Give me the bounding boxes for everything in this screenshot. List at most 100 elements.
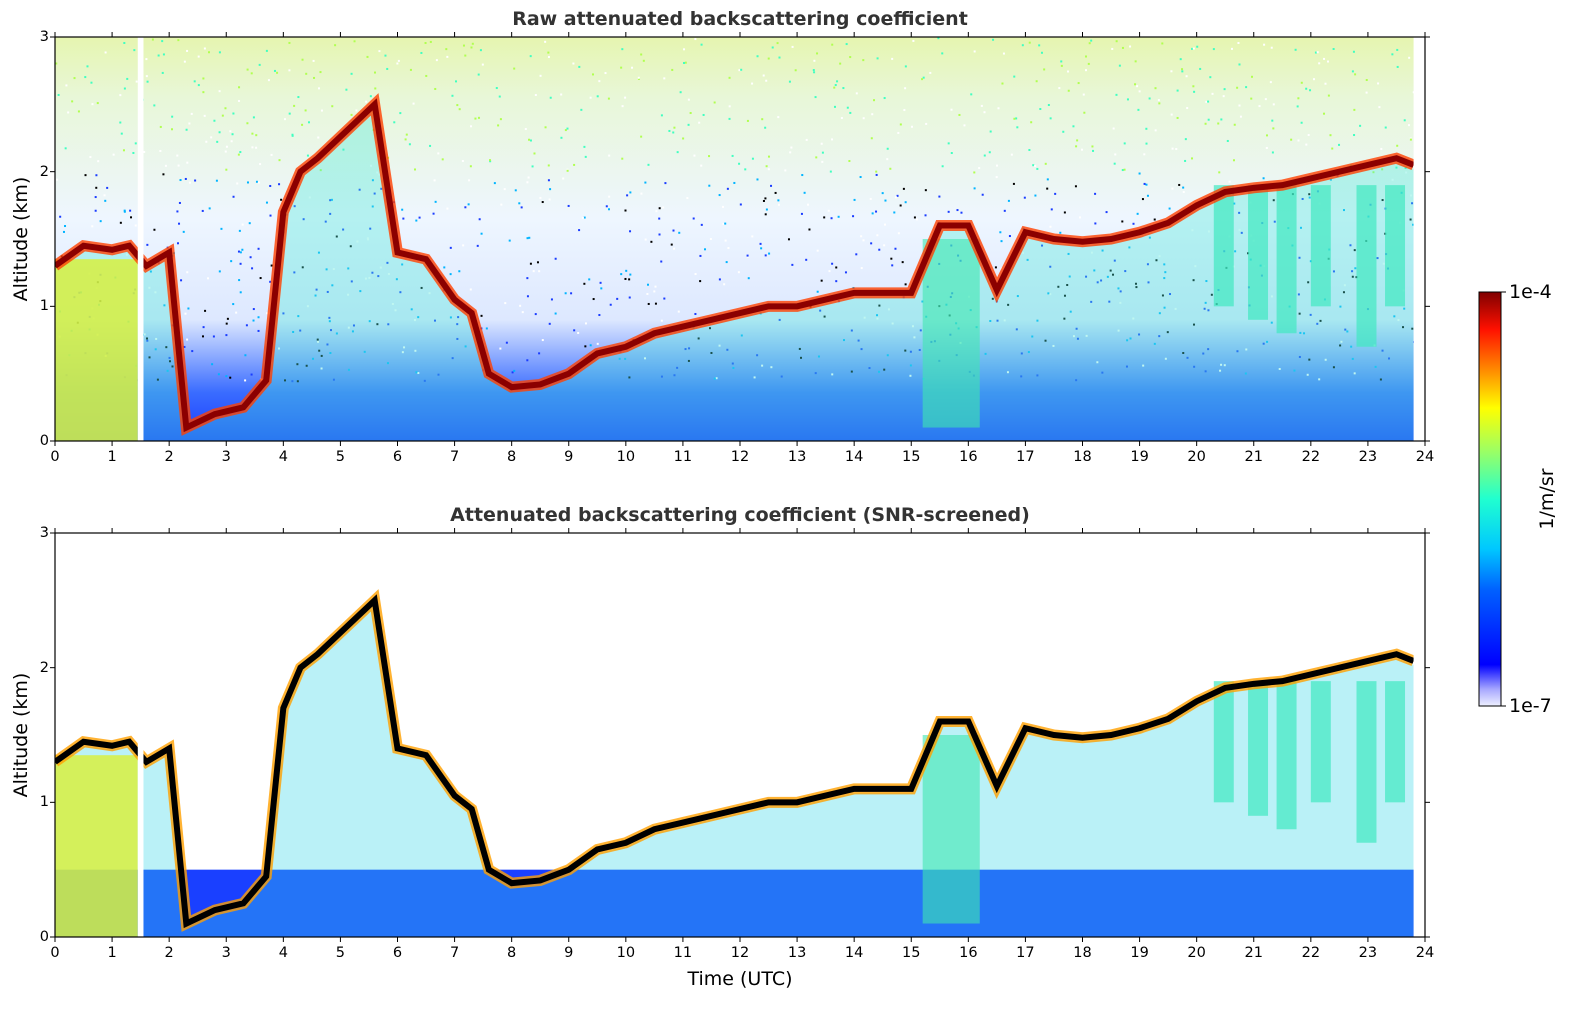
noise-speckle [1000, 240, 1003, 243]
fall-streak [1213, 681, 1234, 803]
noise-speckle [265, 201, 268, 204]
noise-speckle [756, 354, 759, 357]
noise-speckle [292, 330, 295, 333]
noise-speckle [405, 133, 408, 136]
noise-speckle [989, 319, 992, 322]
noise-speckle [1192, 47, 1195, 50]
noise-speckle [468, 179, 471, 182]
noise-speckle [456, 104, 459, 107]
noise-speckle [130, 216, 133, 219]
noise-speckle [1176, 116, 1179, 119]
noise-speckle [1185, 75, 1188, 78]
noise-speckle [875, 173, 878, 176]
noise-speckle [1068, 275, 1071, 278]
noise-speckle [1035, 80, 1038, 83]
noise-speckle [1080, 148, 1083, 151]
noise-speckle [1142, 364, 1145, 367]
y-axis-label-snr: Altitude (km) [10, 672, 32, 798]
noise-speckle [1115, 40, 1118, 43]
colorbar-label: 1/m/sr [1536, 468, 1558, 530]
no-data-region [1413, 533, 1425, 937]
noise-speckle [1132, 222, 1135, 225]
fall-streak [1276, 681, 1297, 830]
noise-speckle [161, 71, 164, 74]
noise-speckle [449, 246, 452, 249]
noise-speckle [1170, 113, 1173, 116]
noise-speckle [596, 342, 599, 345]
noise-speckle [393, 121, 396, 124]
noise-speckle [1202, 352, 1205, 355]
x-tick-label: 21 [1244, 449, 1263, 465]
noise-speckle [498, 95, 501, 98]
noise-speckle [306, 305, 309, 308]
noise-speckle [624, 357, 627, 360]
noise-speckle [412, 102, 415, 105]
noise-speckle [893, 211, 896, 214]
noise-speckle [1207, 100, 1210, 103]
noise-speckle [347, 326, 350, 329]
noise-speckle [331, 284, 334, 287]
noise-speckle [831, 373, 834, 376]
noise-speckle [878, 304, 881, 307]
noise-speckle [723, 283, 726, 286]
noise-speckle [413, 319, 416, 322]
noise-speckle [532, 270, 535, 273]
noise-speckle [458, 270, 461, 273]
noise-speckle [1138, 90, 1141, 93]
noise-speckle [762, 199, 765, 202]
noise-speckle [1402, 326, 1405, 329]
noise-speckle [808, 228, 811, 231]
noise-speckle [293, 205, 296, 208]
noise-speckle [1182, 186, 1185, 189]
noise-speckle [315, 288, 318, 291]
noise-speckle [386, 362, 389, 365]
noise-speckle [1171, 187, 1174, 190]
noise-speckle [154, 348, 157, 351]
noise-speckle [521, 311, 524, 314]
noise-speckle [1193, 90, 1196, 93]
noise-speckle [230, 260, 233, 263]
noise-speckle [1163, 263, 1166, 266]
noise-speckle [1258, 105, 1261, 108]
noise-speckle [244, 354, 247, 357]
noise-speckle [827, 209, 830, 212]
noise-speckle [578, 65, 581, 68]
noise-speckle [1351, 70, 1354, 73]
noise-speckle [1143, 182, 1146, 185]
x-tick-label: 1 [107, 449, 117, 465]
noise-speckle [320, 354, 323, 357]
noise-speckle [347, 267, 350, 270]
noise-speckle [301, 58, 304, 61]
noise-speckle [554, 257, 557, 260]
noise-speckle [756, 178, 759, 181]
noise-speckle [1001, 82, 1004, 85]
noise-speckle [896, 194, 899, 197]
noise-speckle [833, 105, 836, 108]
noise-speckle [697, 337, 700, 340]
noise-speckle [883, 244, 886, 247]
noise-speckle [708, 184, 711, 187]
noise-speckle [767, 168, 770, 171]
noise-speckle [1010, 153, 1013, 156]
noise-speckle [1039, 108, 1042, 111]
noise-speckle [726, 187, 729, 190]
noise-speckle [538, 270, 541, 273]
noise-speckle [991, 297, 994, 300]
noise-speckle [351, 330, 354, 333]
noise-speckle [252, 116, 255, 119]
noise-speckle [1066, 284, 1069, 287]
noise-speckle [451, 357, 454, 360]
noise-speckle [269, 214, 272, 217]
noise-speckle [1308, 193, 1311, 196]
noise-speckle [1278, 367, 1281, 370]
noise-speckle [562, 177, 565, 180]
noise-speckle [891, 322, 894, 325]
noise-speckle [386, 67, 389, 70]
noise-speckle [1016, 295, 1019, 298]
noise-speckle [208, 51, 211, 54]
noise-speckle [983, 111, 986, 114]
noise-speckle [878, 370, 881, 373]
noise-speckle [637, 77, 640, 80]
noise-speckle [1207, 118, 1210, 121]
noise-speckle [1297, 97, 1300, 100]
